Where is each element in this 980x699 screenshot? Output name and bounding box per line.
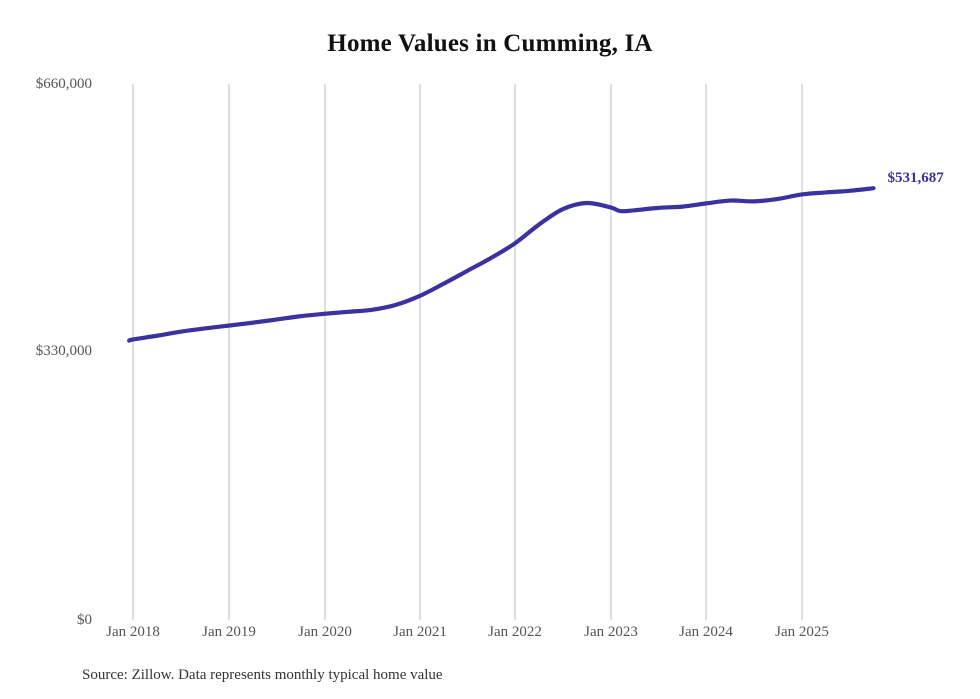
y-tick-label-330000: $330,000 <box>35 343 92 359</box>
y-tick-label-660000: $660,000 <box>35 76 92 92</box>
x-tick-label-jan-2021: Jan 2021 <box>393 624 447 640</box>
x-tick-label-jan-2019: Jan 2019 <box>202 624 256 640</box>
gridlines-group <box>132 84 803 620</box>
x-tick-label-jan-2024: Jan 2024 <box>679 624 733 640</box>
source-note: Source: Zillow. Data represents monthly … <box>82 667 443 683</box>
chart-title: Home Values in Cumming, IA <box>327 30 653 57</box>
x-tick-label-jan-2025: Jan 2025 <box>775 624 829 640</box>
home-value-series-line <box>127 186 876 343</box>
x-tick-label-jan-2023: Jan 2023 <box>584 624 638 640</box>
end-value-label: $531,687 <box>887 170 944 187</box>
x-tick-label-jan-2020: Jan 2020 <box>298 624 352 640</box>
x-tick-label-jan-2018: Jan 2018 <box>106 624 160 640</box>
x-tick-label-jan-2022: Jan 2022 <box>488 624 542 640</box>
y-tick-label-0: $0 <box>77 612 92 628</box>
